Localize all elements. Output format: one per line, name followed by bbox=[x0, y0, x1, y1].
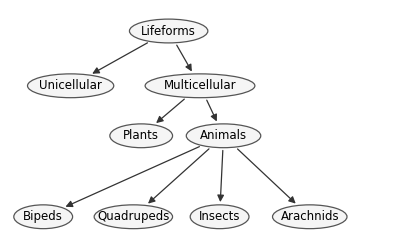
Ellipse shape bbox=[190, 205, 249, 229]
Ellipse shape bbox=[145, 74, 255, 98]
Text: Insects: Insects bbox=[199, 210, 240, 223]
Text: Bipeds: Bipeds bbox=[23, 210, 63, 223]
Text: Plants: Plants bbox=[123, 129, 159, 142]
Text: Quadrupeds: Quadrupeds bbox=[97, 210, 170, 223]
Ellipse shape bbox=[14, 205, 73, 229]
Text: Multicellular: Multicellular bbox=[164, 79, 236, 92]
Text: Animals: Animals bbox=[200, 129, 247, 142]
Ellipse shape bbox=[94, 205, 172, 229]
Text: Arachnids: Arachnids bbox=[280, 210, 339, 223]
Ellipse shape bbox=[130, 19, 208, 43]
Ellipse shape bbox=[28, 74, 114, 98]
Ellipse shape bbox=[186, 124, 261, 148]
Text: Lifeforms: Lifeforms bbox=[141, 25, 196, 37]
Text: Unicellular: Unicellular bbox=[39, 79, 102, 92]
Ellipse shape bbox=[110, 124, 172, 148]
Ellipse shape bbox=[272, 205, 347, 229]
